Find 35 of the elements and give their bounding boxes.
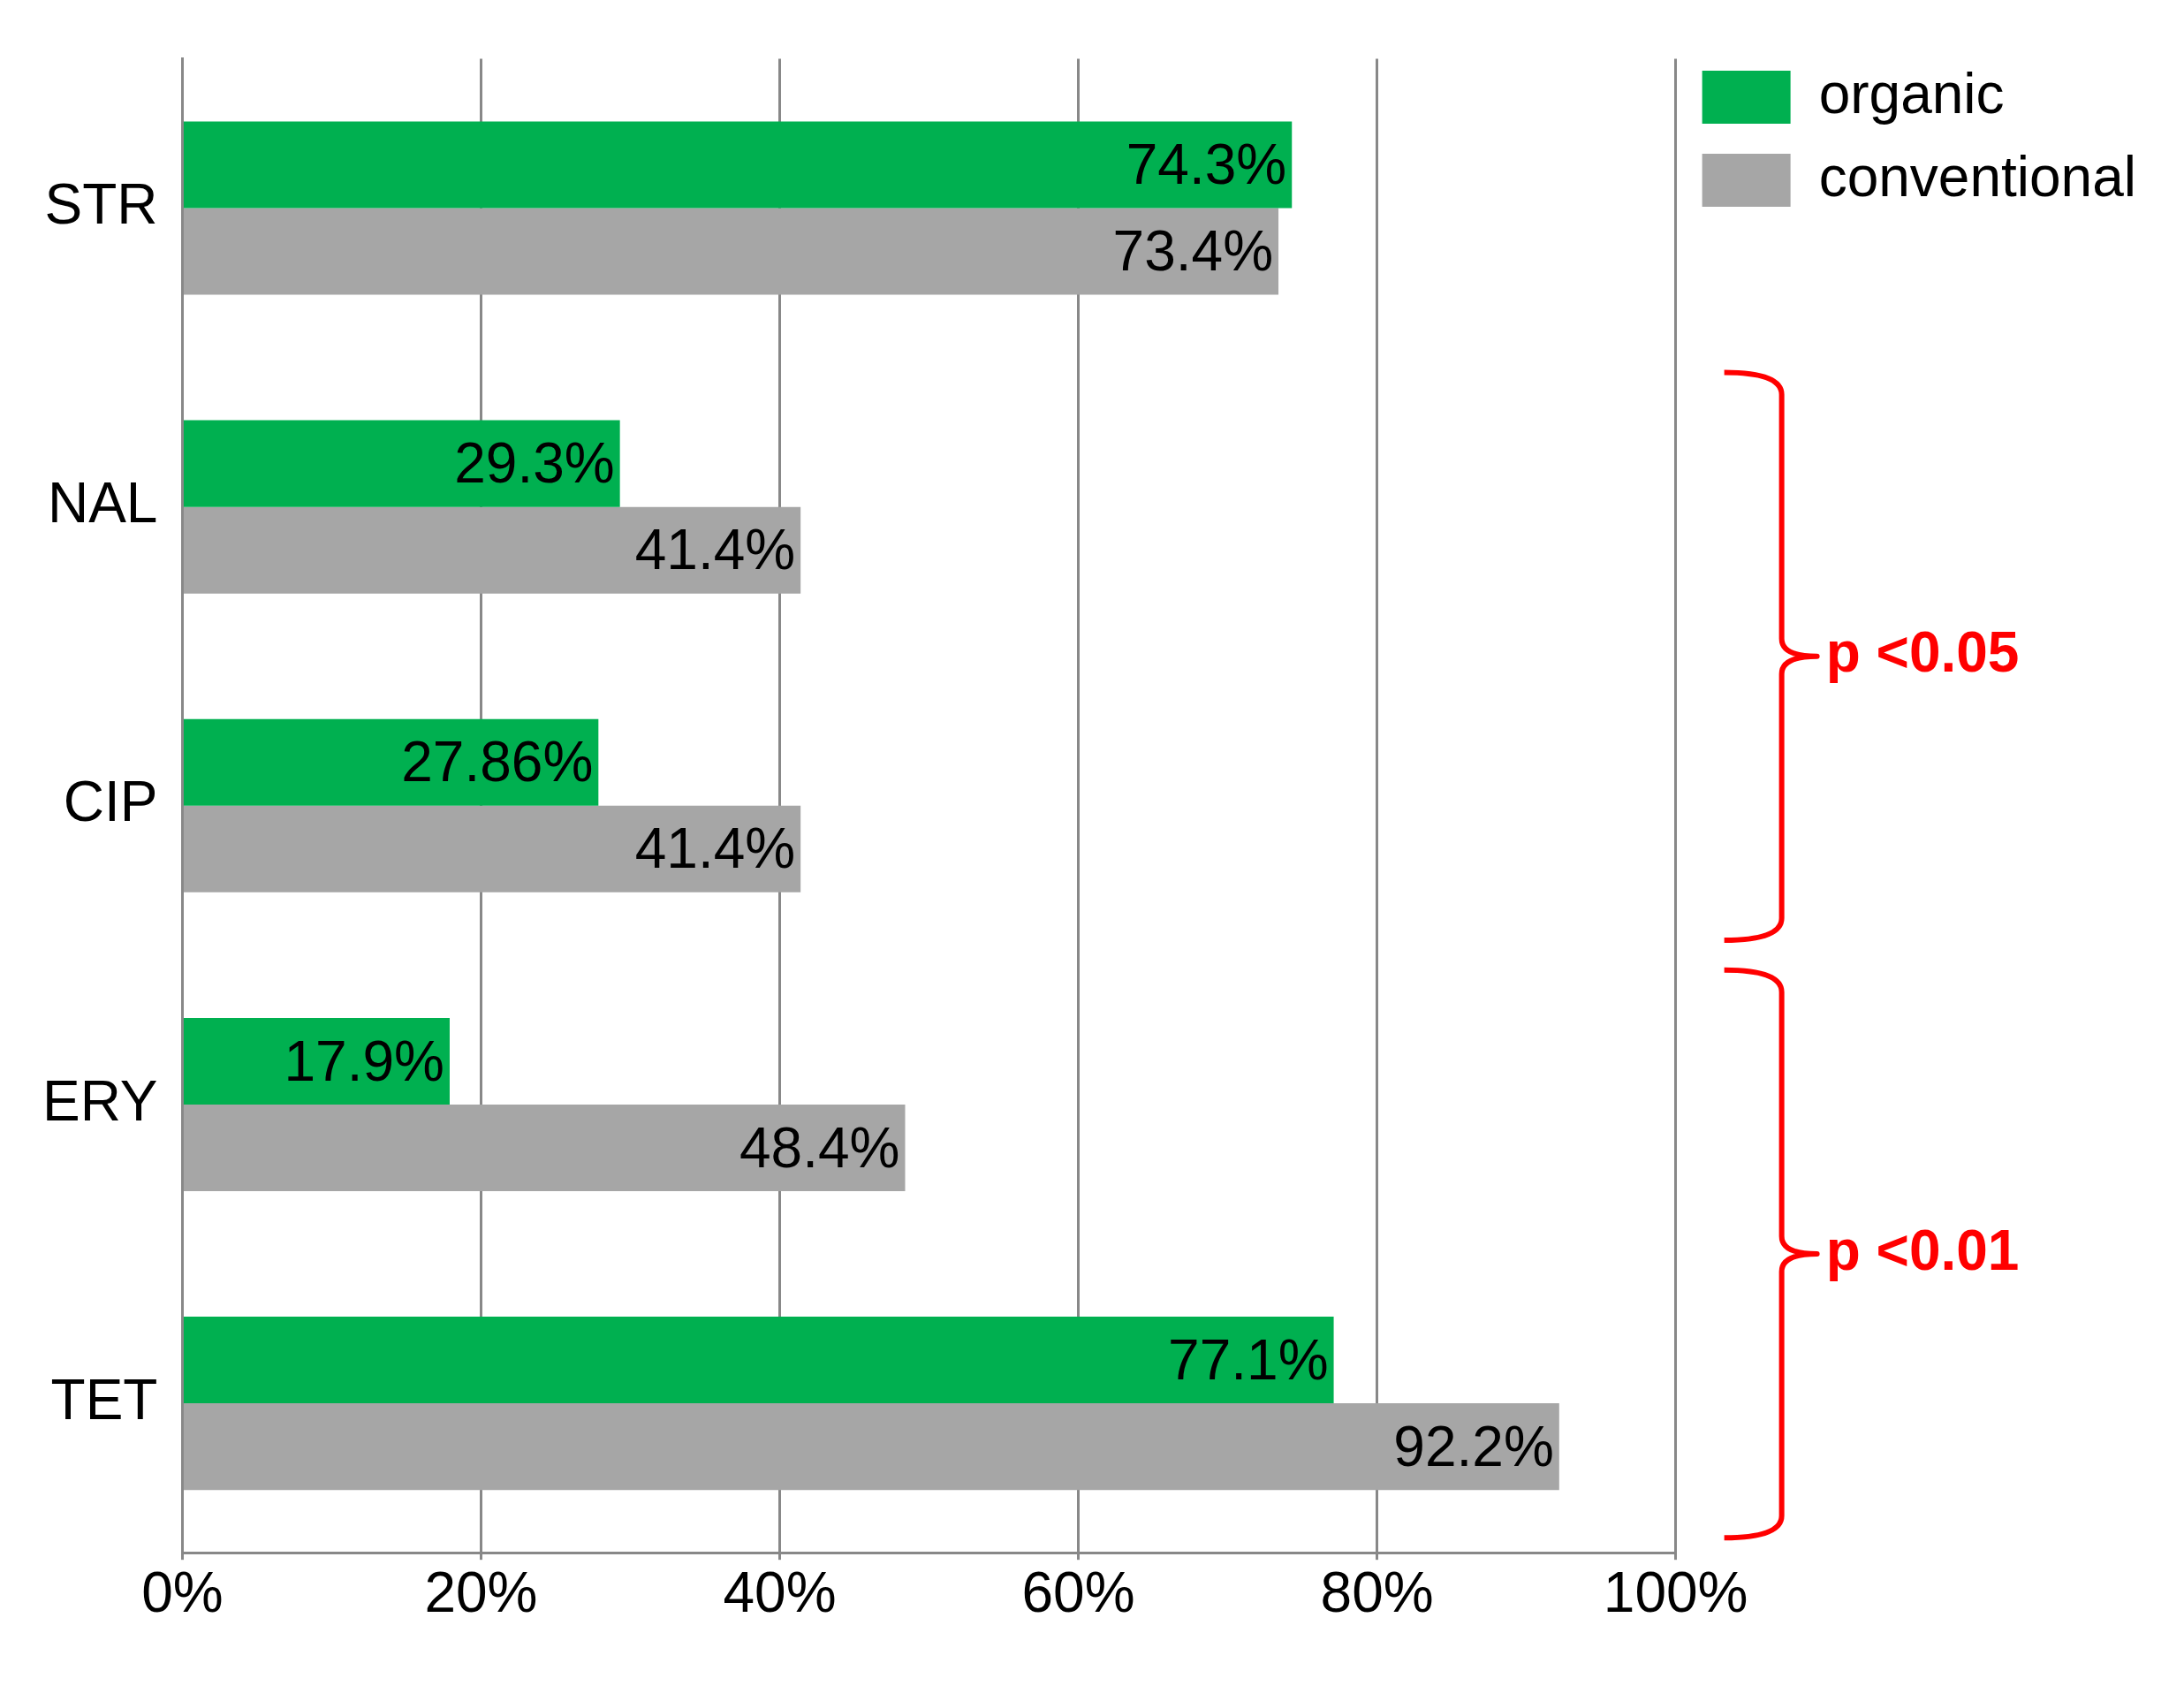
data-label: 73.4%: [1112, 219, 1274, 284]
bar: [183, 121, 1293, 209]
bar: [183, 420, 620, 507]
data-label: 92.2%: [1393, 1414, 1554, 1478]
y-tick-label: TET: [50, 1367, 158, 1432]
bar: [183, 1017, 450, 1105]
legend-label: conventional: [1818, 144, 2136, 209]
data-label: 77.1%: [1168, 1327, 1329, 1392]
bar: [183, 506, 801, 594]
y-tick-label: STR: [44, 172, 158, 237]
data-label: 27.86%: [401, 730, 594, 794]
text: p <0.05: [1825, 620, 2020, 685]
x-tick-label: 60%: [1021, 1561, 1135, 1625]
x-tick-label: 100%: [1603, 1561, 1748, 1625]
x-tick-label: 20%: [424, 1561, 538, 1625]
data-label: 48.4%: [739, 1115, 900, 1180]
data-label: 41.4%: [634, 518, 796, 582]
text: p <0.01: [1825, 1218, 2020, 1282]
x-tick-label: 0%: [141, 1561, 224, 1625]
y-tick-label: NAL: [47, 471, 158, 535]
bar: [183, 1403, 1559, 1491]
y-tick-label: CIP: [63, 770, 158, 834]
x-tick-label: 40%: [723, 1561, 837, 1625]
data-label: 29.3%: [454, 431, 615, 496]
legend-label: organic: [1818, 61, 2005, 125]
bar: [183, 1104, 906, 1192]
data-label: 41.4%: [634, 816, 796, 881]
bar: [183, 1317, 1334, 1404]
bar: [183, 805, 801, 892]
data-label: 74.3%: [1126, 133, 1287, 197]
x-tick-label: 80%: [1320, 1561, 1434, 1625]
y-tick-label: ERY: [42, 1068, 158, 1133]
data-label: 17.9%: [284, 1029, 444, 1093]
bar: [183, 208, 1279, 295]
bar: [183, 718, 599, 806]
